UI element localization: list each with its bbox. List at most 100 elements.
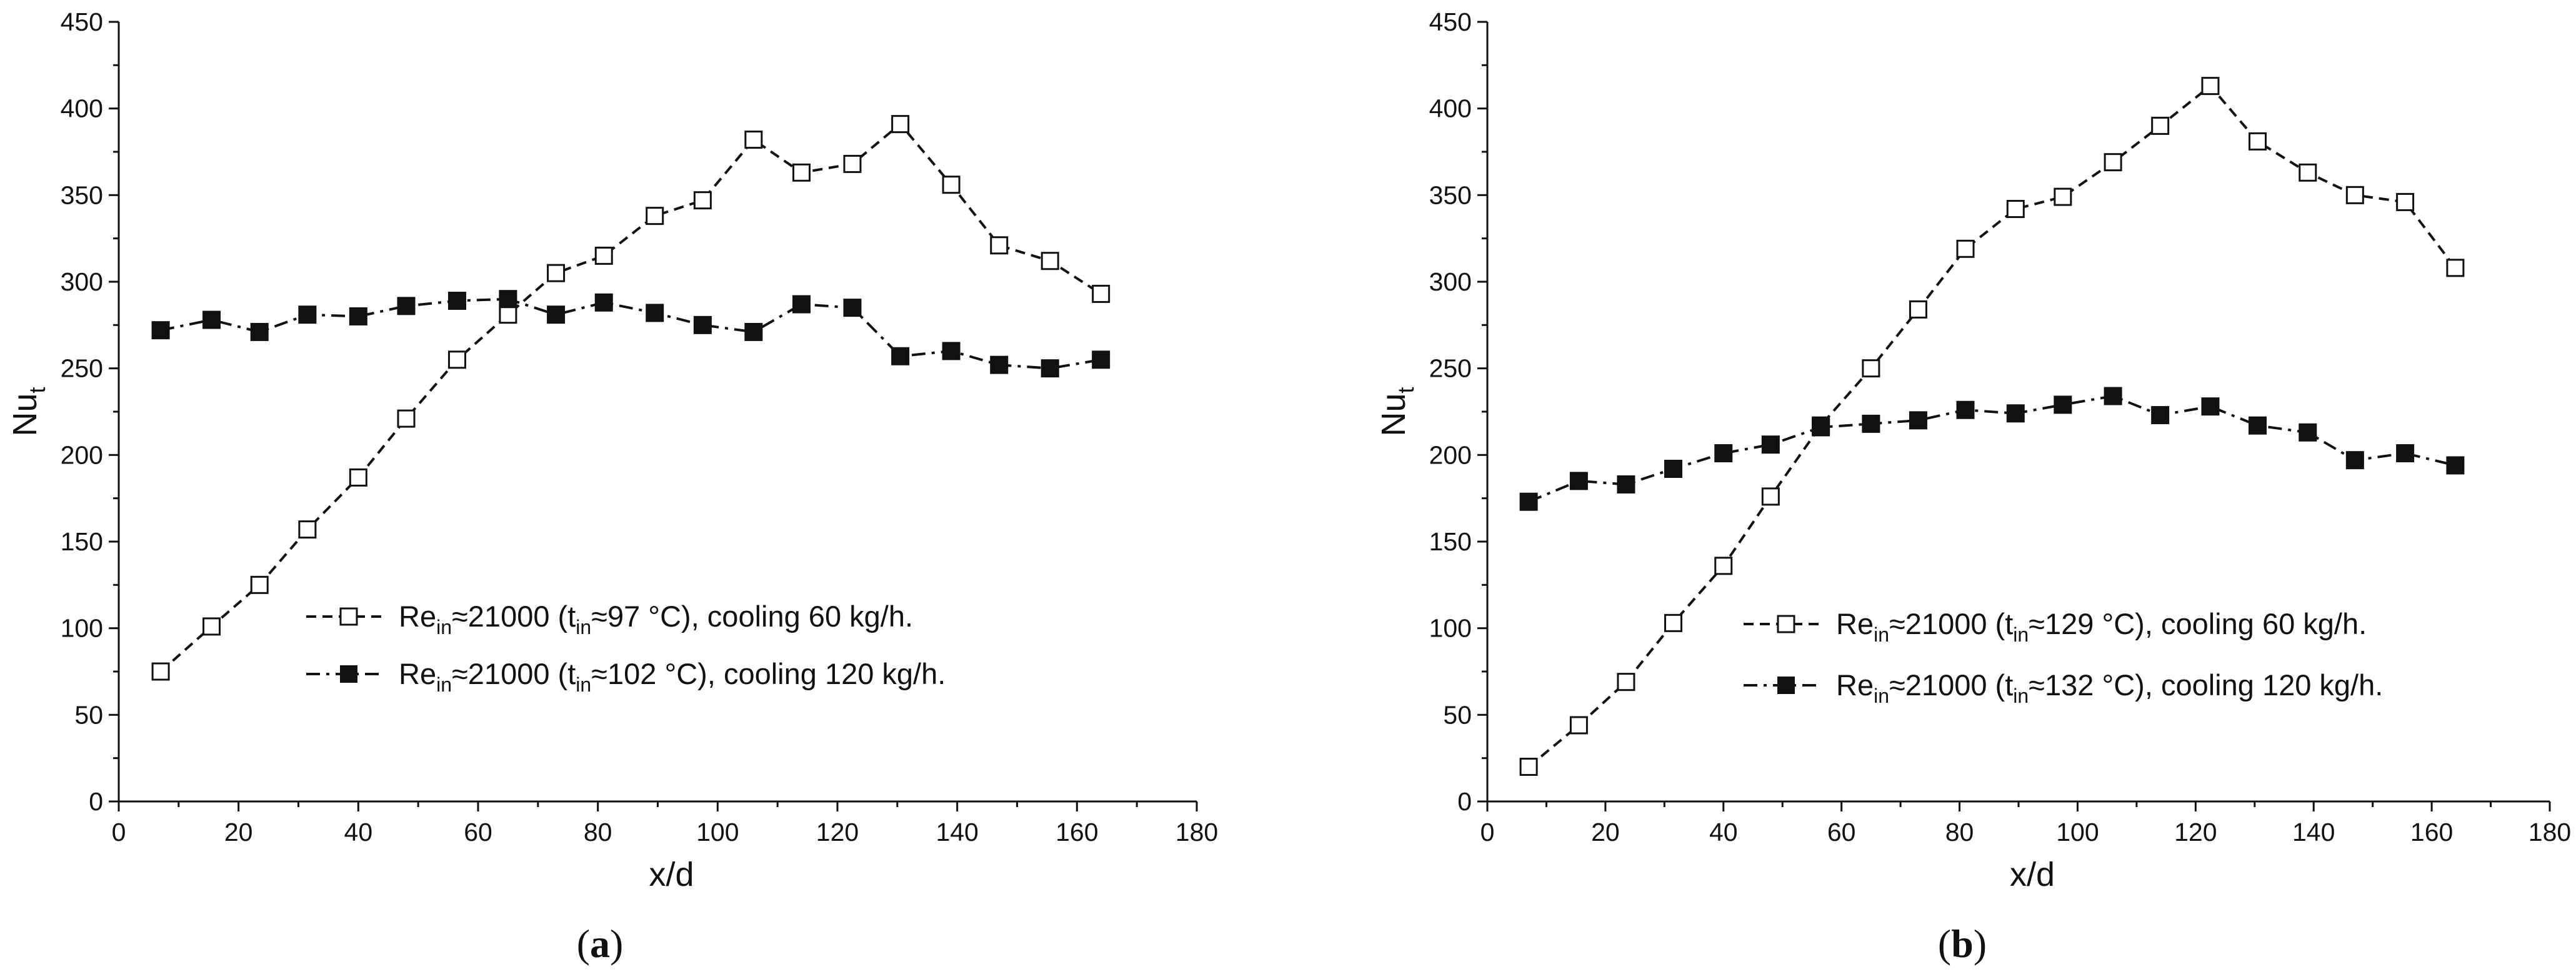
y-tick-label: 100 xyxy=(61,614,103,643)
legend-entry-2: Rein≈21000 (tin≈102 °C), cooling 120 kg/… xyxy=(306,657,946,696)
y-tick-label: 150 xyxy=(1429,527,1472,556)
data-point xyxy=(2446,259,2465,277)
data-point xyxy=(151,321,170,340)
data-point xyxy=(1761,435,1780,454)
data-point xyxy=(2104,153,2122,172)
data-point xyxy=(594,246,613,265)
x-tick-label: 40 xyxy=(1709,818,1738,846)
data-point xyxy=(547,305,566,324)
x-tick-label: 160 xyxy=(1056,818,1098,846)
data-point xyxy=(594,293,613,312)
legend-entry-2: Rein≈21000 (tin≈132 °C), cooling 120 kg/… xyxy=(1744,668,2383,707)
data-point xyxy=(2201,397,2220,416)
data-point xyxy=(891,347,910,365)
data-point xyxy=(1812,418,1830,437)
legend-marker xyxy=(340,665,357,683)
y-tick-label: 200 xyxy=(61,440,103,469)
data-point xyxy=(151,662,170,681)
data-point xyxy=(1761,487,1780,506)
data-point xyxy=(1956,239,1975,258)
data-point xyxy=(2151,116,2170,135)
y-tick-label: 50 xyxy=(74,700,103,729)
data-point xyxy=(646,207,664,226)
y-tick-label: 100 xyxy=(1429,614,1472,643)
legend-marker xyxy=(1777,677,1795,694)
data-point xyxy=(2006,200,2025,219)
y-tick-label: 300 xyxy=(1429,267,1472,296)
data-point xyxy=(1714,557,1733,575)
x-tick-label: 100 xyxy=(2056,818,2099,846)
x-tick-label: 0 xyxy=(1480,818,1495,846)
series-line xyxy=(1527,84,2457,768)
x-tick-label: 100 xyxy=(696,818,739,846)
data-point xyxy=(397,409,416,428)
y-tick-label: 250 xyxy=(1429,354,1472,383)
data-point xyxy=(843,154,862,173)
data-point xyxy=(1092,350,1111,369)
panel-label: (a) xyxy=(577,921,624,966)
data-point xyxy=(1569,716,1588,735)
data-point xyxy=(1862,359,1880,378)
data-point xyxy=(349,307,367,325)
data-point xyxy=(2299,423,2317,442)
data-point xyxy=(693,315,712,334)
data-point xyxy=(2345,186,2364,204)
data-point xyxy=(1714,444,1733,463)
data-point xyxy=(1519,492,1538,511)
legend-label: Rein≈21000 (tin≈129 °C), cooling 60 kg/h… xyxy=(1836,607,2367,646)
data-point xyxy=(942,342,961,360)
y-tick-label: 450 xyxy=(1429,7,1472,36)
data-point xyxy=(2249,416,2267,435)
y-tick-label: 450 xyxy=(61,7,103,36)
x-tick-label: 120 xyxy=(816,818,859,846)
data-point xyxy=(1664,613,1682,632)
x-tick-label: 180 xyxy=(2529,818,2571,846)
chart-panel-a: 0 20 40 60 80 100 120 140 160 180 0 50 100 150 200 250 3… xyxy=(6,7,1218,966)
x-tick-label: 120 xyxy=(2174,818,2217,846)
data-point xyxy=(942,176,961,194)
data-point xyxy=(1092,284,1111,303)
data-point xyxy=(349,468,367,487)
data-point xyxy=(2006,404,2025,423)
data-point xyxy=(1664,460,1682,479)
x-tick-label: 140 xyxy=(936,818,978,846)
series-2 xyxy=(1519,387,2465,511)
series-2 xyxy=(151,290,1111,378)
data-point xyxy=(447,292,466,310)
series-1 xyxy=(151,115,1111,681)
data-point xyxy=(1519,758,1538,776)
data-point xyxy=(2396,192,2415,211)
data-point xyxy=(744,322,763,341)
data-point xyxy=(2396,444,2415,463)
x-axis-label: x/d xyxy=(2010,856,2055,893)
data-point xyxy=(1569,472,1588,490)
data-point xyxy=(397,297,416,315)
x-axis-label: x/d xyxy=(649,856,694,893)
data-point xyxy=(2201,77,2220,96)
data-point xyxy=(1617,673,1635,692)
y-tick-label: 300 xyxy=(61,267,103,296)
data-point xyxy=(2249,132,2267,151)
x-tick-label: 140 xyxy=(2292,818,2335,846)
legend-entry-1: Rein≈21000 (tin≈129 °C), cooling 60 kg/h… xyxy=(1744,607,2367,646)
data-point xyxy=(2446,456,2465,475)
y-tick-label: 350 xyxy=(1429,181,1472,209)
data-point xyxy=(792,163,811,182)
x-tick-label: 60 xyxy=(1827,818,1856,846)
x-tick-label: 160 xyxy=(2410,818,2453,846)
data-point xyxy=(744,131,763,149)
data-point xyxy=(646,304,664,322)
y-tick-label: 50 xyxy=(1443,700,1472,729)
panel-label: (b) xyxy=(1938,921,1987,966)
data-point xyxy=(990,236,1009,255)
data-point xyxy=(1909,300,1927,319)
data-point xyxy=(2054,395,2072,414)
x-tick-label: 180 xyxy=(1176,818,1218,846)
data-point xyxy=(1956,400,1975,419)
x-tick-label: 20 xyxy=(1591,818,1620,846)
data-point xyxy=(1909,411,1927,430)
y-tick-label: 0 xyxy=(1457,787,1472,816)
x-tick-label: 60 xyxy=(464,818,492,846)
data-point xyxy=(1862,414,1880,433)
